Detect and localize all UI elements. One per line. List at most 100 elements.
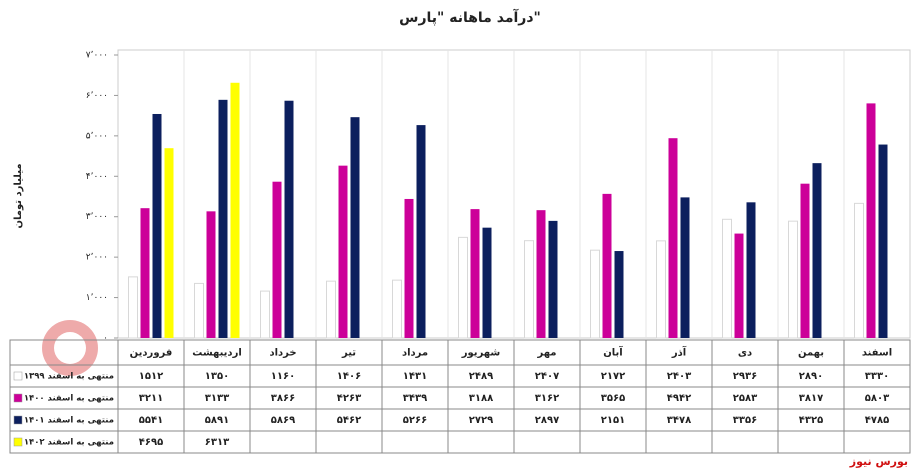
bar [152,113,162,338]
table-value: ۲۴۰۳ [667,371,691,382]
table-value: ۱۴۰۶ [337,371,361,382]
bar [548,220,558,338]
y-tick-label: ۶٬۰۰۰ [86,91,108,101]
table-value: ۴۳۲۵ [799,415,823,426]
bar [350,117,360,339]
legend-swatch [13,393,23,403]
legend-swatch [13,437,23,447]
bar [866,103,876,338]
table-value: ۵۸۹۱ [205,415,229,426]
table-value: ۳۳۳۰ [865,371,889,382]
category-label: دی [738,348,752,359]
table-value: ۱۴۳۱ [403,371,427,382]
table-value: ۲۷۲۹ [469,415,493,426]
table-value: ۱۳۵۰ [205,371,229,382]
bar [590,249,600,339]
table-value: ۳۴۳۹ [403,393,427,404]
bar [338,165,348,338]
category-label: آذر [671,346,687,359]
table-value: ۳۲۱۱ [139,393,163,404]
category-label: اردیبهشت [192,348,242,359]
table-value: ۶۳۱۳ [205,437,229,448]
table-value: ۲۱۷۲ [601,371,625,382]
table-value: ۳۸۶۶ [271,393,295,404]
table-value: ۱۵۱۲ [139,371,163,382]
table-value: ۲۹۳۶ [733,371,757,382]
y-axis-label: میلیارد تومان [13,163,24,228]
bar [812,163,822,338]
bar [404,198,414,338]
table-value: ۵۵۴۱ [139,415,163,426]
bar [230,82,240,338]
category-label: مرداد [402,348,428,359]
table-value: ۲۸۹۷ [535,415,559,426]
bar [194,282,204,339]
bar [284,100,294,338]
bar [482,227,492,338]
bar [218,99,228,338]
legend-label: منتهی به اسفند ۱۴۰۲ [24,438,114,448]
bar [602,193,612,338]
category-label: فروردین [130,348,173,359]
table-value: ۲۸۹۰ [799,371,823,382]
bar [722,218,732,339]
table-value: ۳۳۵۶ [733,415,757,426]
table-value: ۴۷۸۵ [865,415,889,426]
bar [734,233,744,338]
table-value: ۴۲۶۳ [337,393,361,404]
bar [260,290,270,339]
bar [788,220,798,339]
bar [656,240,666,339]
bar [326,280,336,339]
y-tick-label: ۷٬۰۰۰ [86,51,108,61]
bar [416,125,426,338]
legend-label: منتهی به اسفند ۱۴۰۱ [24,416,114,426]
table-value: ۵۴۶۲ [337,415,361,426]
category-label: آبان [603,346,623,359]
bar [800,183,810,338]
category-label: مهر [536,348,556,359]
bar [470,209,480,338]
table-value: ۳۴۷۸ [667,415,691,426]
table-value: ۴۹۴۲ [667,393,691,404]
category-label: خرداد [269,348,296,359]
legend-swatch [13,415,23,425]
legend-label: منتهی به اسفند ۱۴۰۰ [24,394,114,404]
chart-title: درآمد ماهانه "پارس" [399,8,541,26]
y-tick-label: ۵٬۰۰۰ [86,131,108,141]
legend-swatch [13,371,23,381]
table-value: ۳۸۱۷ [799,393,823,404]
table-value: ۲۴۸۹ [469,371,493,382]
table-value: ۲۴۰۷ [535,371,559,382]
category-label: تیر [341,348,356,359]
bar [680,197,690,338]
category-label: اسفند [862,348,892,359]
y-tick-label: ۳٬۰۰۰ [86,212,108,222]
table-value: ۳۱۶۲ [535,393,559,404]
legend-label: منتهی به اسفند ۱۳۹۹ [24,372,114,382]
y-tick-label: ۲٬۰۰۰ [86,253,108,263]
bar [206,211,216,338]
y-tick-label: ۴٬۰۰۰ [86,172,108,182]
bar [878,144,888,338]
bar [614,251,624,338]
logo [42,320,98,376]
y-tick-label: ۰ [103,334,108,344]
bar [140,208,150,338]
table-value: ۳۱۸۸ [469,393,493,404]
bar [392,279,402,339]
bar [272,181,282,338]
table-value: ۲۵۸۳ [733,393,757,404]
bar [536,210,546,338]
table-value: ۴۶۹۵ [139,437,163,448]
bar [746,202,756,338]
category-label: بهمن [798,348,824,359]
bar [128,276,138,339]
bar [524,240,534,339]
table-value: ۳۱۳۳ [205,393,229,404]
table-value: ۵۸۰۳ [865,393,889,404]
table-value: ۲۱۵۱ [601,415,625,426]
table-value: ۵۸۶۹ [271,415,295,426]
bar [668,138,678,338]
